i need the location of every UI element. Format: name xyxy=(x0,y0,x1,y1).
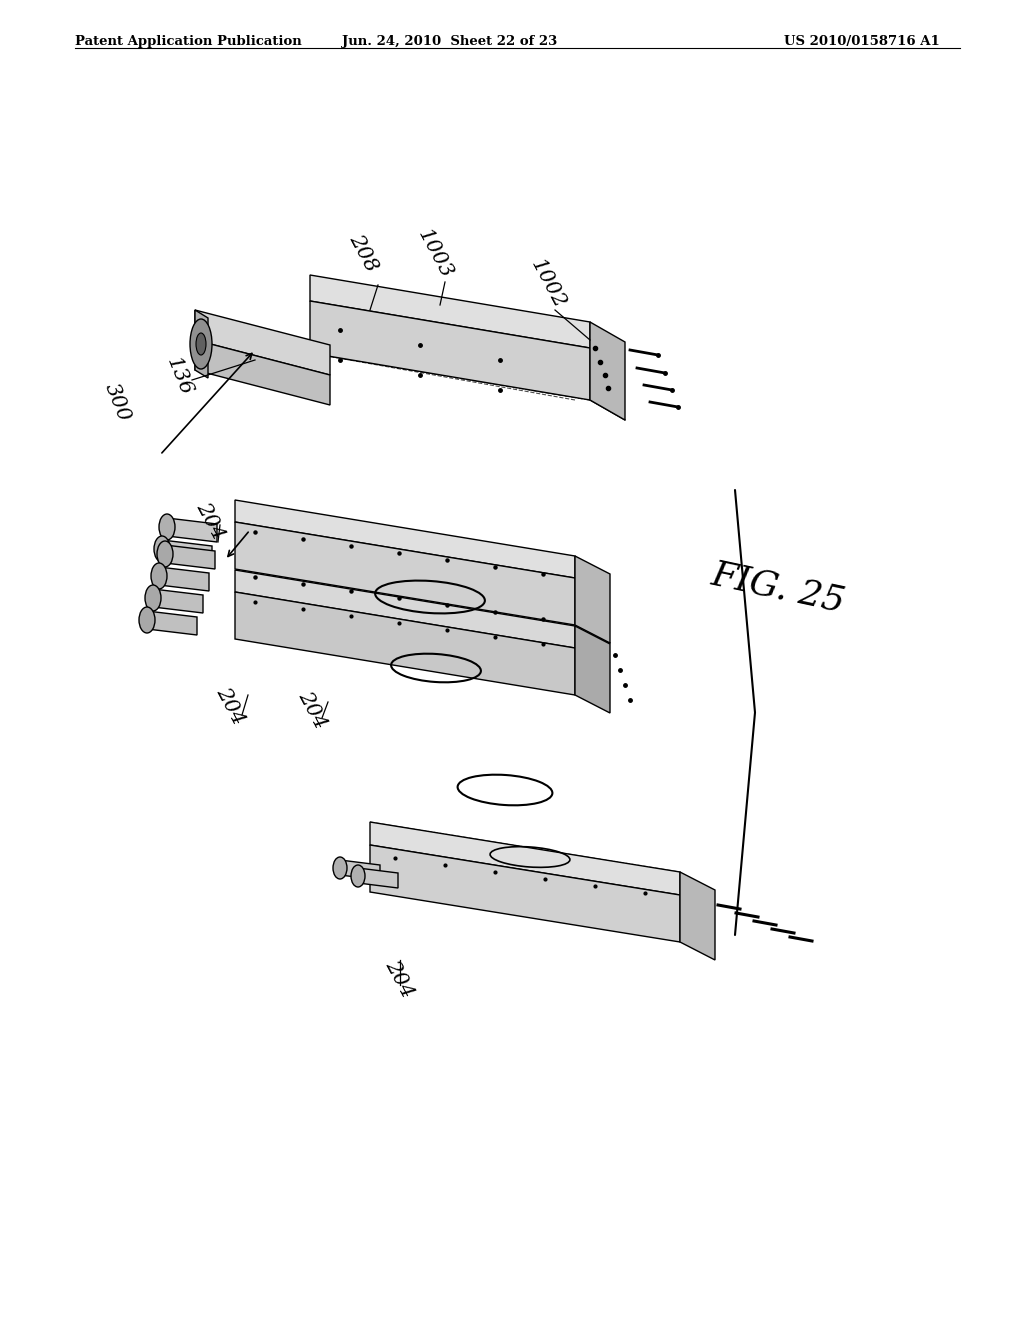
Polygon shape xyxy=(310,301,590,400)
Polygon shape xyxy=(358,869,398,888)
Polygon shape xyxy=(234,570,575,648)
Ellipse shape xyxy=(333,857,347,879)
Polygon shape xyxy=(162,540,212,564)
Polygon shape xyxy=(195,310,208,378)
Text: 204: 204 xyxy=(193,499,227,544)
Polygon shape xyxy=(234,500,575,578)
Polygon shape xyxy=(195,341,330,405)
Text: 136: 136 xyxy=(163,354,196,399)
Text: 1002: 1002 xyxy=(527,256,568,312)
Text: 204: 204 xyxy=(213,684,248,729)
Polygon shape xyxy=(370,822,680,895)
Text: 204: 204 xyxy=(382,957,417,1002)
Polygon shape xyxy=(165,545,215,569)
Ellipse shape xyxy=(154,536,170,562)
Text: 1003: 1003 xyxy=(415,226,456,281)
Polygon shape xyxy=(310,275,590,348)
Ellipse shape xyxy=(351,865,365,887)
Polygon shape xyxy=(234,591,575,696)
Ellipse shape xyxy=(159,513,175,540)
Text: Jun. 24, 2010  Sheet 22 of 23: Jun. 24, 2010 Sheet 22 of 23 xyxy=(342,36,558,48)
Ellipse shape xyxy=(196,333,206,355)
Text: Patent Application Publication: Patent Application Publication xyxy=(75,36,302,48)
Text: 208: 208 xyxy=(346,231,381,276)
Polygon shape xyxy=(370,845,680,942)
Polygon shape xyxy=(680,873,715,960)
Text: 300: 300 xyxy=(101,380,134,425)
Polygon shape xyxy=(575,626,610,713)
Text: FIG. 25: FIG. 25 xyxy=(709,557,848,618)
Ellipse shape xyxy=(151,564,167,589)
Ellipse shape xyxy=(139,607,155,634)
Polygon shape xyxy=(195,310,330,375)
Polygon shape xyxy=(590,322,625,420)
Ellipse shape xyxy=(145,585,161,611)
Polygon shape xyxy=(234,521,575,624)
Text: US 2010/0158716 A1: US 2010/0158716 A1 xyxy=(784,36,940,48)
Polygon shape xyxy=(167,517,217,543)
Polygon shape xyxy=(340,861,380,880)
Polygon shape xyxy=(575,556,610,643)
Ellipse shape xyxy=(190,319,212,370)
Polygon shape xyxy=(147,611,197,635)
Polygon shape xyxy=(159,568,209,591)
Text: 204: 204 xyxy=(295,688,330,733)
Ellipse shape xyxy=(157,541,173,568)
Polygon shape xyxy=(153,589,203,612)
